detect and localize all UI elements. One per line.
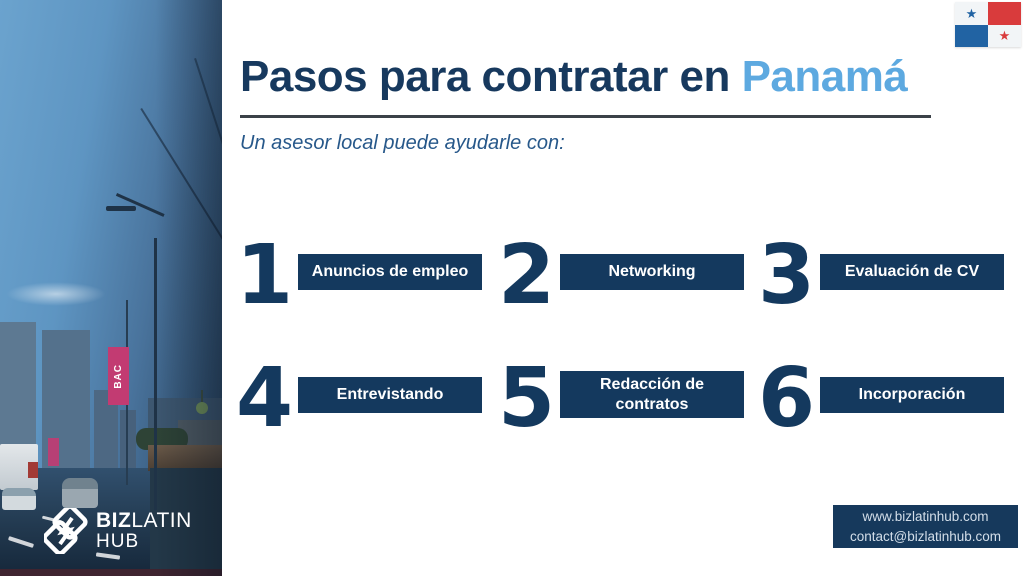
panama-flag: ★ ★ — [955, 2, 1021, 47]
bottom-railing — [0, 569, 222, 576]
blue-star-icon: ★ — [965, 5, 978, 21]
dome-building — [196, 402, 208, 414]
step-6: 6 Incorporación — [758, 358, 1004, 440]
truck-cargo — [28, 462, 38, 478]
photo-edge-shading — [0, 0, 222, 576]
logo-line1: BIZLATIN — [96, 509, 192, 532]
car — [62, 478, 98, 508]
bac-banner-small — [48, 438, 59, 466]
step-1-label: Anuncios de empleo — [298, 254, 482, 290]
step-2: 2 Networking — [498, 235, 744, 317]
logo-latin: LATIN — [131, 509, 192, 532]
step-4: 4 Entrevistando — [236, 358, 482, 440]
street-light-pole — [154, 238, 157, 510]
guardrail — [148, 445, 222, 471]
website-url: www.bizlatinhub.com — [862, 508, 989, 524]
title-prefix: Pasos para contratar en — [240, 52, 730, 101]
logo-hub: HUB — [96, 531, 140, 553]
contact-box: www.bizlatinhub.com contact@bizlatinhub.… — [833, 505, 1018, 548]
step-6-number: 6 — [758, 351, 815, 446]
red-star-icon: ★ — [998, 28, 1011, 44]
contact-email: contact@bizlatinhub.com — [849, 528, 1002, 544]
flag-quadrant-white-red-star: ★ — [988, 24, 1021, 47]
car — [2, 488, 36, 510]
building-spire — [201, 390, 203, 404]
bac-banner: BAC — [108, 347, 129, 405]
roadside-wall — [150, 468, 222, 576]
bizlatinhub-logo-text: BIZLATIN HUB — [96, 509, 192, 553]
step-1: 1 Anuncios de empleo — [236, 235, 482, 317]
step-4-label: Entrevistando — [298, 377, 482, 413]
bizlatinhub-logo-icon — [44, 508, 88, 554]
logo-biz: BIZ — [96, 509, 132, 532]
title-highlight: Panamá — [741, 52, 908, 101]
step-2-label: Networking — [560, 254, 744, 290]
step-1-number: 1 — [236, 228, 293, 323]
step-4-number: 4 — [236, 351, 293, 446]
step-3-number: 3 — [758, 228, 815, 323]
street-light-head — [106, 206, 136, 211]
flag-quadrant-blue — [955, 24, 988, 47]
step-6-label: Incorporación — [820, 377, 1004, 413]
step-3: 3 Evaluación de CV — [758, 235, 1004, 317]
step-3-label: Evaluación de CV — [820, 254, 1004, 290]
step-5-number: 5 — [498, 351, 555, 446]
city-photo-sidebar: BAC BIZLATIN HUB — [0, 0, 222, 576]
flag-quadrant-white-blue-star: ★ — [955, 2, 988, 25]
cloud — [6, 282, 106, 306]
page-title: Pasos para contratar en Panamá — [240, 52, 908, 102]
step-2-number: 2 — [498, 228, 555, 323]
flag-quadrant-red — [988, 2, 1021, 25]
trees — [136, 428, 188, 450]
bizlatinhub-logo: BIZLATIN HUB — [44, 508, 192, 554]
title-underline — [240, 115, 931, 118]
subtitle: Un asesor local puede ayudarle con: — [240, 132, 565, 154]
step-5-label: Redacción de contratos — [560, 371, 744, 418]
step-5: 5 Redacción de contratos — [498, 358, 744, 440]
